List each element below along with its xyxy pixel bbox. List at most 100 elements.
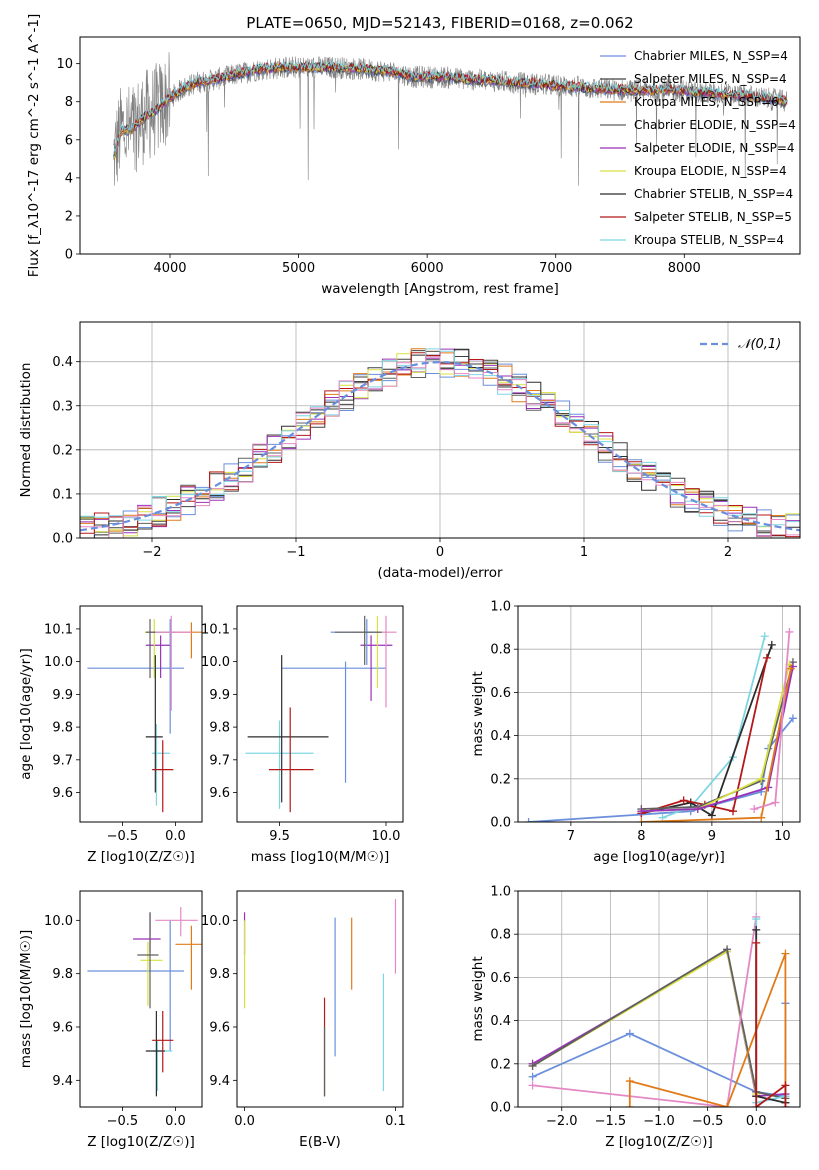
x-tick-label: 10.0 bbox=[371, 829, 400, 844]
weight-point-marker bbox=[786, 664, 795, 673]
x-tick-label: 8000 bbox=[668, 261, 701, 276]
y-tick-label: 8 bbox=[65, 95, 73, 110]
x-tick-label: 9 bbox=[708, 829, 716, 844]
y-tick-label: 9.6 bbox=[209, 1021, 230, 1036]
axes-frame bbox=[79, 321, 801, 539]
residual-histogram-step bbox=[80, 348, 800, 527]
weight-point-marker bbox=[679, 796, 688, 805]
y-tick-label: 0.6 bbox=[490, 971, 511, 986]
residual-histogram-step bbox=[80, 348, 800, 537]
plot-area bbox=[112, 52, 788, 186]
weight-point-marker bbox=[723, 1103, 732, 1107]
y-tick-label: 0.8 bbox=[490, 643, 511, 658]
weight-series-line bbox=[755, 929, 786, 1104]
axes-frame bbox=[236, 890, 404, 1108]
y-axis-label: mass [log10(M/M☉)] bbox=[18, 930, 34, 1069]
weight-series-line bbox=[628, 953, 787, 1107]
plot-area bbox=[87, 907, 202, 1097]
y-tick-label: 10.0 bbox=[44, 914, 73, 929]
x-tick-label: −0.5 bbox=[107, 829, 139, 844]
y-tick-label: 10.0 bbox=[201, 914, 230, 929]
y-tick-label: 0.6 bbox=[490, 686, 511, 701]
y-tick-label: 10.0 bbox=[44, 655, 73, 670]
x-tick-label: −1 bbox=[286, 545, 305, 560]
mass-vs-ebv-panel: 0.0 0.1 9.4 9.6 9.8 10.0 E(B-V) bbox=[201, 890, 406, 1150]
legend-label: Chabrier STELIB, N_SSP=4 bbox=[634, 187, 793, 201]
y-tick-label: 9.4 bbox=[52, 1074, 73, 1089]
y-tick-label: 0.0 bbox=[52, 532, 73, 547]
weight-point-marker bbox=[781, 949, 790, 958]
x-tick-label: 8 bbox=[637, 829, 645, 844]
weight-point-marker bbox=[752, 1103, 761, 1107]
x-tick-label: −2.0 bbox=[546, 1114, 578, 1129]
axes-frame bbox=[79, 605, 203, 823]
y-tick-label: 9.9 bbox=[209, 688, 230, 703]
weight-point-marker bbox=[693, 805, 702, 814]
mass-vs-metallicity-panel: −0.5 0.0 9.4 9.6 9.8 10.0 Z [log10(Z/Z☉)] mass … bbox=[18, 890, 203, 1150]
weight-point-marker bbox=[637, 807, 646, 816]
y-tick-label: 6 bbox=[65, 133, 73, 148]
legend-label: Kroupa STELIB, N_SSP=4 bbox=[634, 233, 784, 247]
y-axis-label: mass weight bbox=[470, 671, 486, 756]
x-tick-label: 0.0 bbox=[165, 1114, 186, 1129]
y-tick-label: 1.0 bbox=[490, 600, 511, 615]
y-tick-label: 9.7 bbox=[52, 753, 73, 768]
axes-frame bbox=[79, 890, 203, 1108]
y-axis-label: mass weight bbox=[470, 956, 486, 1041]
plot-area bbox=[245, 615, 397, 813]
weight-point-marker bbox=[767, 640, 776, 649]
y-axis-label: Normed distribution bbox=[18, 363, 34, 498]
x-tick-label: 7000 bbox=[539, 261, 572, 276]
x-axis-label: age [log10(age/yr)] bbox=[593, 849, 725, 865]
y-tick-label: 4 bbox=[65, 171, 73, 186]
legend-label: Salpeter STELIB, N_SSP=5 bbox=[634, 210, 792, 224]
axes-frame bbox=[79, 36, 801, 255]
weight-point-marker bbox=[625, 1029, 634, 1038]
y-tick-label: 0.3 bbox=[52, 399, 73, 414]
x-tick-label: −0.5 bbox=[107, 1114, 139, 1129]
x-axis-label: (data-model)/error bbox=[377, 565, 503, 581]
weight-point-marker bbox=[752, 925, 761, 934]
age-vs-metallicity-panel: −0.5 0.0 9.6 9.7 9.8 9.9 10.0 10.1 Z [log10(Z/Z☉… bbox=[18, 605, 203, 865]
x-tick-label: 6000 bbox=[411, 261, 444, 276]
axes-frame bbox=[517, 890, 801, 1108]
y-tick-label: 2 bbox=[65, 209, 73, 224]
figure-title: PLATE=0650, MJD=52143, FIBERID=0168, z=0… bbox=[246, 14, 633, 32]
y-tick-label: 9.6 bbox=[209, 786, 230, 801]
weight-point-marker bbox=[781, 1081, 790, 1090]
legend-label: Kroupa ELODIE, N_SSP=4 bbox=[634, 164, 787, 178]
legend-label: 𝒩(0,1) bbox=[738, 337, 781, 352]
x-axis-label: E(B-V) bbox=[299, 1134, 341, 1150]
weight-point-marker bbox=[528, 1061, 537, 1070]
weight-point-marker bbox=[625, 1077, 634, 1086]
weight-vs-metallicity-panel: −2.0 −1.5 −1.0 −0.5 0.0 0.0 0.2 0.4 0.6 0.8 1.0 Z [… bbox=[470, 885, 801, 1150]
x-tick-label: −1.5 bbox=[595, 1114, 627, 1129]
weight-point-marker bbox=[729, 807, 738, 816]
weight-point-marker bbox=[528, 1072, 537, 1081]
weight-point-marker bbox=[625, 1103, 634, 1107]
y-tick-label: 0.0 bbox=[490, 816, 511, 831]
x-tick-label: 4000 bbox=[153, 261, 186, 276]
weight-point-marker bbox=[757, 813, 766, 822]
y-tick-label: 1.0 bbox=[490, 885, 511, 900]
y-tick-label: 0.4 bbox=[52, 355, 73, 370]
y-tick-label: 9.8 bbox=[209, 967, 230, 982]
x-tick-label: −1.0 bbox=[643, 1114, 675, 1129]
axes-frame bbox=[517, 605, 801, 823]
weight-vs-age-panel: 7 8 9 10 0.0 0.2 0.4 0.6 0.8 1.0 age [log10(age/yr… bbox=[470, 600, 801, 865]
x-tick-label: 7 bbox=[567, 829, 575, 844]
x-axis-label: Z [log10(Z/Z☉)] bbox=[87, 849, 195, 865]
weight-series-line bbox=[528, 717, 794, 822]
x-axis-label: Z [log10(Z/Z☉)] bbox=[605, 1134, 713, 1150]
legend-label: Chabrier ELODIE, N_SSP=4 bbox=[634, 118, 796, 132]
axes-frame bbox=[236, 605, 404, 823]
plot-area bbox=[518, 606, 800, 822]
y-tick-label: 0 bbox=[65, 248, 73, 263]
weight-point-marker bbox=[757, 774, 766, 783]
spectrum-panel: 4000 5000 6000 7000 8000 0 2 4 6 8 10 wavelength [A… bbox=[26, 14, 801, 297]
y-axis-label: Flux [f_λ10^-17 erg cm^-2 s^-1 A^-1] bbox=[26, 14, 42, 277]
weight-point-marker bbox=[771, 798, 780, 807]
x-axis-label: wavelength [Angstrom, rest frame] bbox=[321, 281, 559, 297]
y-tick-label: 10 bbox=[56, 57, 73, 72]
